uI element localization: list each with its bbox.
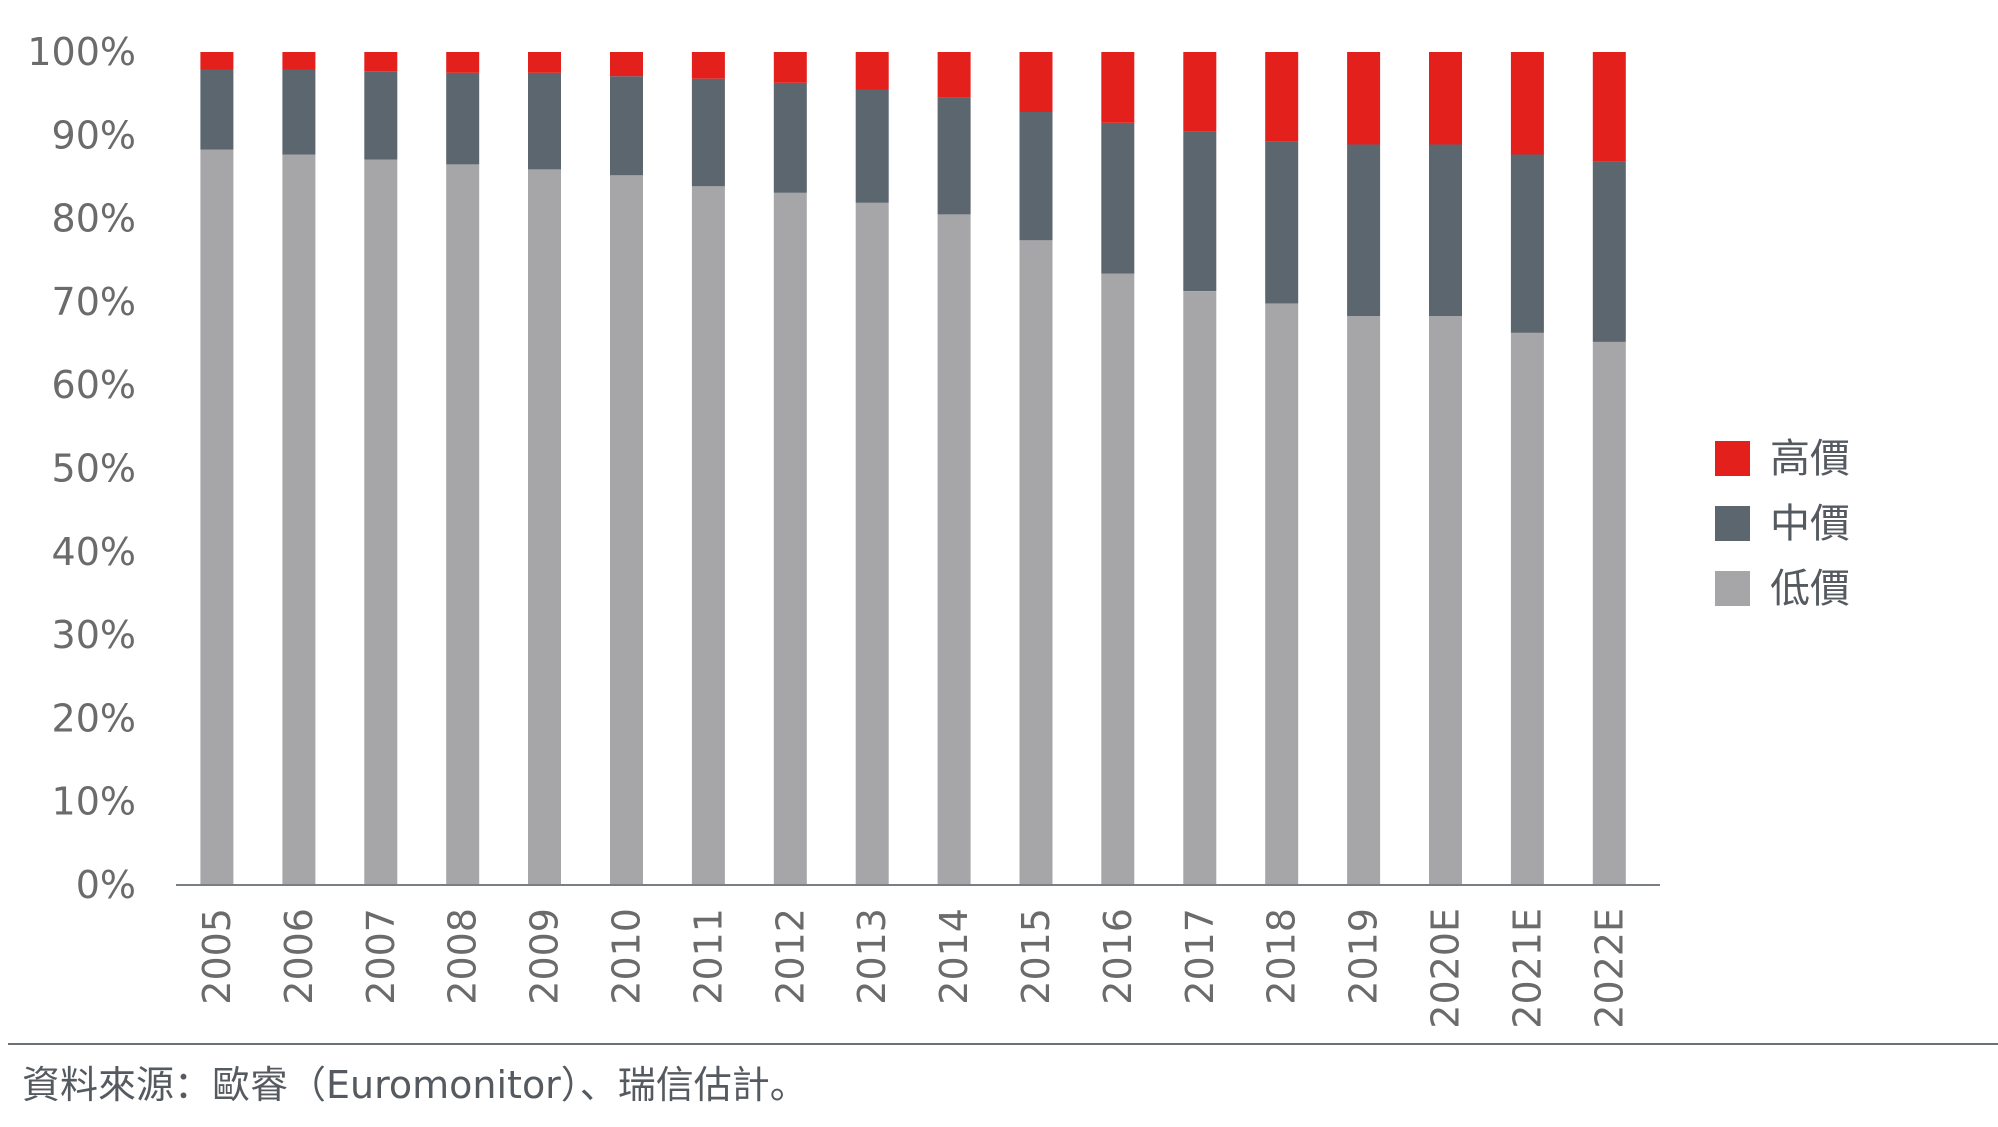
bar-segment-2011-s2 bbox=[691, 52, 725, 79]
bar-segment-2011-s1 bbox=[691, 78, 725, 187]
bar-segment-2016-s2 bbox=[1101, 52, 1135, 123]
x-tick-label: 2005 bbox=[195, 908, 239, 1005]
x-tick-label: 2020E bbox=[1424, 908, 1468, 1029]
x-tick-label: 2016 bbox=[1096, 908, 1140, 1005]
y-tick-label: 0% bbox=[76, 863, 136, 907]
source-note: 資料來源：歐睿（Euromonitor）、瑞信估計。 bbox=[22, 1063, 808, 1107]
x-tick-label: 2008 bbox=[441, 908, 485, 1005]
legend-label: 低價 bbox=[1770, 566, 1850, 612]
y-tick-label: 60% bbox=[52, 363, 136, 407]
bar-segment-2007-s1 bbox=[364, 71, 398, 160]
bar-segment-2011-s0 bbox=[691, 186, 725, 886]
bar-segment-2021E-s2 bbox=[1510, 52, 1544, 155]
x-tick-label: 2013 bbox=[850, 908, 894, 1005]
bar-segment-2012-s1 bbox=[773, 82, 807, 193]
x-tick-label: 2010 bbox=[605, 908, 649, 1005]
legend-label: 中價 bbox=[1770, 501, 1850, 547]
bar-segment-2012-s0 bbox=[773, 192, 807, 886]
bar-segment-2015-s0 bbox=[1019, 240, 1053, 886]
y-tick-label: 30% bbox=[52, 613, 136, 657]
y-tick-label: 100% bbox=[27, 30, 136, 74]
x-tick-label: 2015 bbox=[1014, 908, 1058, 1005]
bar-segment-2013-s2 bbox=[855, 52, 889, 90]
bar-segment-2008-s0 bbox=[446, 164, 480, 885]
x-tick-label: 2022E bbox=[1587, 908, 1631, 1029]
bar-segment-2006-s0 bbox=[282, 154, 316, 885]
legend-swatch bbox=[1715, 571, 1750, 606]
bar-segment-2008-s2 bbox=[446, 52, 480, 73]
bar-segment-2009-s2 bbox=[528, 52, 561, 73]
bar-segment-2018-s1 bbox=[1265, 141, 1299, 304]
y-tick-label: 90% bbox=[52, 113, 136, 157]
bar-segment-2021E-s1 bbox=[1510, 154, 1544, 333]
x-axis: 2005 2006 2007 2008 2009 2010 2011 2012 2013 2014… bbox=[195, 908, 1631, 1029]
bar-segment-2017-s0 bbox=[1183, 291, 1217, 886]
bar-segment-2019-s2 bbox=[1347, 52, 1381, 145]
x-tick-label: 2017 bbox=[1178, 908, 1222, 1005]
bar-segment-2013-s0 bbox=[855, 202, 889, 886]
bar-segment-2006-s1 bbox=[282, 69, 316, 155]
bar-segment-2014-s1 bbox=[937, 97, 971, 215]
bar-segment-2022E-s1 bbox=[1592, 161, 1626, 342]
y-axis: 0% 10% 20% 30% 40% 50% 60% 70% 80% 90% 100% bbox=[27, 30, 136, 907]
bar-segment-2016-s1 bbox=[1101, 122, 1135, 274]
bar-segment-2019-s1 bbox=[1347, 144, 1381, 317]
y-tick-label: 70% bbox=[52, 280, 136, 324]
bar-segment-2020E-s1 bbox=[1429, 144, 1462, 317]
x-tick-label: 2021E bbox=[1505, 908, 1549, 1029]
bar-segment-2008-s1 bbox=[446, 72, 480, 165]
bar-segment-2005-s2 bbox=[200, 52, 234, 70]
x-tick-label: 2014 bbox=[932, 908, 976, 1005]
y-tick-label: 40% bbox=[52, 530, 136, 574]
bar-segment-2013-s1 bbox=[855, 89, 889, 203]
bar-segment-2010-s0 bbox=[610, 175, 643, 886]
y-tick-label: 80% bbox=[52, 197, 136, 241]
bar-segment-2022E-s0 bbox=[1592, 341, 1626, 885]
bar-segment-2022E-s2 bbox=[1592, 52, 1626, 162]
y-tick-label: 10% bbox=[52, 780, 136, 824]
bar-segment-2005-s0 bbox=[200, 149, 234, 885]
source-divider bbox=[8, 1043, 1998, 1045]
bar-segment-2010-s2 bbox=[610, 52, 643, 77]
bars bbox=[200, 52, 1626, 886]
x-tick-label: 2019 bbox=[1342, 908, 1386, 1005]
x-tick-label: 2007 bbox=[359, 908, 403, 1005]
bar-segment-2009-s1 bbox=[528, 72, 561, 170]
bar-segment-2020E-s2 bbox=[1429, 52, 1462, 145]
bar-segment-2007-s2 bbox=[364, 52, 398, 72]
bar-segment-2017-s2 bbox=[1183, 52, 1217, 132]
bar-segment-2018-s2 bbox=[1265, 52, 1299, 142]
bar-segment-2014-s2 bbox=[937, 52, 971, 98]
bar-segment-2009-s0 bbox=[528, 169, 561, 885]
x-tick-label: 2009 bbox=[523, 908, 567, 1005]
bar-segment-2010-s1 bbox=[610, 76, 643, 176]
bar-segment-2007-s0 bbox=[364, 159, 398, 885]
bar-segment-2012-s2 bbox=[773, 52, 807, 83]
legend-swatch bbox=[1715, 506, 1750, 541]
legend-swatch bbox=[1715, 441, 1750, 476]
legend-label: 高價 bbox=[1770, 436, 1850, 482]
x-tick-label: 2006 bbox=[277, 908, 321, 1005]
y-tick-label: 20% bbox=[52, 696, 136, 740]
y-tick-label: 50% bbox=[52, 447, 136, 491]
bar-segment-2017-s1 bbox=[1183, 131, 1217, 291]
x-tick-label: 2018 bbox=[1260, 908, 1304, 1005]
bar-segment-2020E-s0 bbox=[1429, 316, 1462, 886]
bar-segment-2006-s2 bbox=[282, 52, 316, 70]
bar-segment-2019-s0 bbox=[1347, 316, 1381, 886]
x-tick-label: 2011 bbox=[686, 908, 730, 1005]
bar-segment-2021E-s0 bbox=[1510, 332, 1544, 885]
stacked-bar-chart: 0%10%20%30%40%50%60%70%80%90%100% 2005 20… bbox=[27, 30, 1850, 1029]
x-tick-label: 2012 bbox=[768, 908, 812, 1005]
bar-segment-2014-s0 bbox=[937, 214, 971, 885]
bar-segment-2016-s0 bbox=[1101, 273, 1135, 886]
bar-segment-2018-s0 bbox=[1265, 303, 1299, 886]
bar-segment-2015-s2 bbox=[1019, 52, 1053, 112]
bar-segment-2015-s1 bbox=[1019, 112, 1053, 241]
bar-segment-2005-s1 bbox=[200, 69, 234, 150]
